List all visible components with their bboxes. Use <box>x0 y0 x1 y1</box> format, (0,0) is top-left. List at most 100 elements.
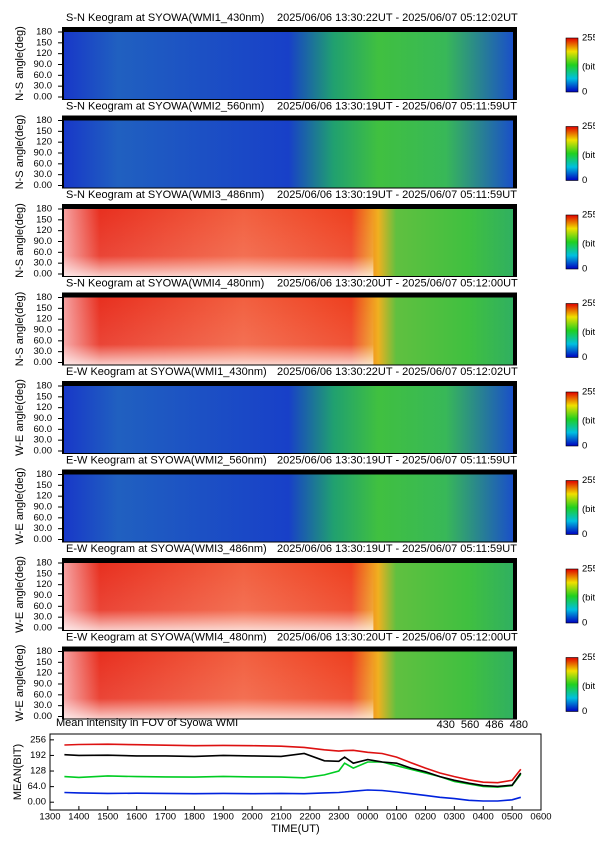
y-tick-label: 0.00 <box>34 711 53 722</box>
x-tick-label: 0600 <box>530 812 551 823</box>
y-axis-label: N-S angle(deg) <box>14 115 26 190</box>
panel-time-range: 2025/06/06 13:30:22UT - 2025/06/07 05:12… <box>277 12 518 24</box>
series-line <box>64 743 522 784</box>
y-tick-label: 60.0 <box>34 70 53 81</box>
keogram-image <box>64 120 513 188</box>
x-tick-label: 2300 <box>328 812 349 823</box>
y-tick-label: 90.0 <box>34 59 53 70</box>
colorbar <box>565 303 579 358</box>
y-tick-label: 120 <box>36 402 52 413</box>
colorbar <box>565 37 579 93</box>
series-line <box>64 789 522 802</box>
keogram-brightening <box>64 651 374 719</box>
y-tick-label: 90.0 <box>34 590 53 601</box>
colorbar-unit: (bit) <box>582 593 595 604</box>
y-tick-label: 150 <box>36 37 52 48</box>
keogram-brightening <box>64 297 374 365</box>
y-tick-label: 120 <box>36 225 52 236</box>
y-tick-label: 0.00 <box>34 446 53 457</box>
y-tick-label: 0.00 <box>34 534 53 545</box>
colorbar-label: 255 <box>582 475 595 486</box>
y-tick-label: 90.0 <box>34 325 53 336</box>
y-tick-label: 30.0 <box>34 435 53 446</box>
panel-title: S-N Keogram at SYOWA(WMI4_480nm) <box>66 277 264 289</box>
colorbar-unit: (bit) <box>582 327 595 338</box>
y-tick-label: 180 <box>36 646 52 657</box>
colorbar-label: 0 <box>582 352 587 363</box>
legend-entry: 480 <box>510 719 528 731</box>
y-tick-label: 120 <box>36 579 52 590</box>
y-tick-label: 150 <box>36 126 52 137</box>
y-tick-label: 64.0 <box>28 781 47 792</box>
y-tick-label: 120 <box>36 491 52 502</box>
x-tick-label: 0200 <box>415 812 436 823</box>
y-tick-label: 180 <box>36 204 52 215</box>
y-tick-label: 30.0 <box>34 169 53 180</box>
colorbar-label: 0 <box>582 529 587 540</box>
legend-entry: 430 <box>437 719 455 731</box>
y-tick-label: 60.0 <box>34 601 53 612</box>
legend-entry: 486 <box>485 719 503 731</box>
keogram-image <box>64 386 513 453</box>
x-tick-label: 1300 <box>39 812 60 823</box>
y-tick-label: 60.0 <box>34 512 53 523</box>
panel-time-range: 2025/06/06 13:30:20UT - 2025/06/07 05:12… <box>277 277 518 289</box>
colorbar-label: 255 <box>582 298 595 309</box>
y-tick-label: 30.0 <box>34 523 53 534</box>
y-tick-label: 60.0 <box>34 689 53 700</box>
series-line <box>64 761 522 788</box>
colorbar <box>565 391 579 447</box>
x-tick-label: 1900 <box>213 812 234 823</box>
x-tick-label: 2100 <box>270 812 291 823</box>
y-tick-label: 90.0 <box>34 236 53 247</box>
y-tick-label: 180 <box>36 469 52 480</box>
panel-time-range: 2025/06/06 13:30:19UT - 2025/06/07 05:11… <box>277 189 517 201</box>
colorbar-label: 0 <box>582 441 587 452</box>
colorbar-label: 255 <box>582 652 595 663</box>
y-tick-label: 0.00 <box>28 797 47 808</box>
colorbar-unit: (bit) <box>582 416 595 427</box>
y-tick-label: 180 <box>36 292 52 303</box>
panel-time-range: 2025/06/06 13:30:19UT - 2025/06/07 05:11… <box>277 454 517 466</box>
y-axis-label: W-E angle(deg) <box>14 645 26 722</box>
colorbar-label: 255 <box>582 121 595 132</box>
y-tick-label: 30.0 <box>34 81 53 92</box>
y-tick-label: 90.0 <box>34 679 53 690</box>
colorbar <box>565 568 579 624</box>
colorbar-label: 255 <box>582 33 595 44</box>
x-tick-label: 1400 <box>68 812 89 823</box>
y-tick-label: 180 <box>36 115 52 126</box>
x-tick-label: 1800 <box>184 812 205 823</box>
y-tick-label: 256 <box>30 734 46 745</box>
x-tick-label: 0500 <box>502 812 523 823</box>
y-tick-label: 90.0 <box>34 502 53 513</box>
y-tick-label: 150 <box>36 391 52 402</box>
x-axis-label: TIME(UT) <box>271 823 319 835</box>
x-tick-label: 0100 <box>386 812 407 823</box>
colorbar-label: 0 <box>582 87 587 98</box>
colorbar-label: 0 <box>582 706 587 717</box>
y-tick-label: 0.00 <box>34 269 53 280</box>
x-tick-label: 0400 <box>473 812 494 823</box>
colorbar-label: 0 <box>582 175 587 186</box>
panel-time-range: 2025/06/06 13:30:19UT - 2025/06/07 05:11… <box>277 100 517 112</box>
y-tick-label: 0.00 <box>34 623 53 634</box>
y-axis-label: N-S angle(deg) <box>14 203 26 278</box>
keogram-brightening <box>64 563 374 630</box>
y-tick-label: 30.0 <box>34 346 53 357</box>
y-axis-label: N-S angle(deg) <box>14 26 26 101</box>
y-tick-label: 120 <box>36 137 52 148</box>
colorbar-label: 255 <box>582 387 595 398</box>
x-tick-label: 1600 <box>126 812 147 823</box>
y-tick-label: 192 <box>30 750 46 761</box>
colorbar-unit: (bit) <box>582 239 595 250</box>
panel-title: E-W Keogram at SYOWA(WMI2_560nm) <box>66 454 267 466</box>
x-tick-label: 0300 <box>444 812 465 823</box>
y-tick-label: 30.0 <box>34 258 53 269</box>
colorbar <box>565 480 579 535</box>
panel-title: S-N Keogram at SYOWA(WMI2_560nm) <box>66 100 264 112</box>
y-tick-label: 30.0 <box>34 612 53 623</box>
y-tick-label: 60.0 <box>34 424 53 435</box>
y-tick-label: 90.0 <box>34 148 53 159</box>
